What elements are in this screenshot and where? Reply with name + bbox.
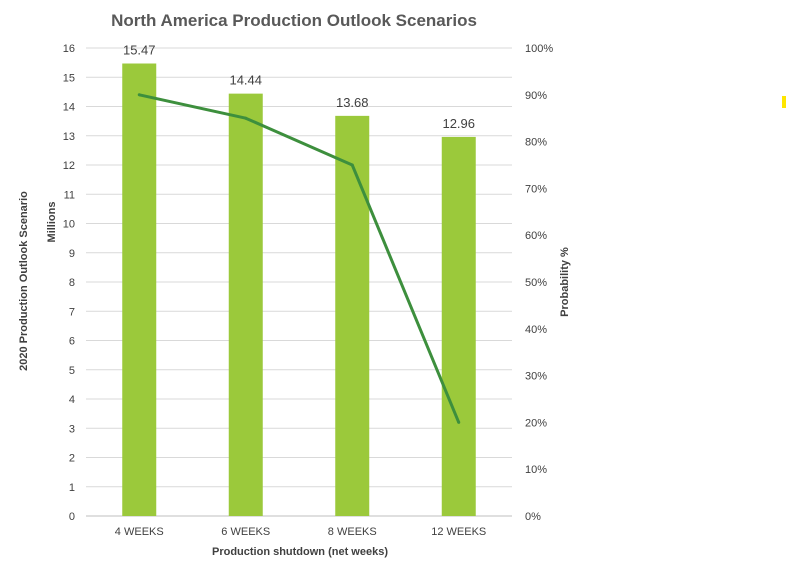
- x-axis-title: Production shutdown (net weeks): [212, 546, 388, 558]
- bar-series: [122, 63, 476, 517]
- line-series: [137, 93, 461, 424]
- y-tick-label: 12: [63, 160, 75, 172]
- y2-axis-title: Probability %: [559, 247, 571, 317]
- y-tick-label: 2: [69, 453, 75, 465]
- y2-tick-label: 90%: [525, 90, 547, 102]
- x-tick-label: 8 WEEKS: [328, 526, 377, 538]
- y-tick-label: 11: [64, 189, 75, 201]
- y-tick-label: 5: [69, 365, 75, 377]
- y-tick-label: 13: [63, 131, 75, 143]
- y2-tick-label: 60%: [525, 230, 547, 242]
- y-tick-label: 9: [69, 248, 75, 260]
- y-axis-right: 0% 10% 20% 30% 40% 50% 60% 70% 80% 90% 100%: [525, 43, 553, 523]
- x-tick-label: 4 WEEKS: [115, 526, 164, 538]
- y2-tick-label: 20%: [525, 417, 547, 429]
- y2-tick-label: 0%: [525, 511, 541, 523]
- y-tick-label: 1: [69, 482, 75, 494]
- y-tick-label: 16: [63, 43, 75, 55]
- line-point: [244, 116, 248, 120]
- y-tick-label: 7: [69, 306, 75, 318]
- y2-tick-label: 10%: [525, 464, 547, 476]
- data-labels: 15.47 14.44 13.68 12.96: [123, 43, 475, 131]
- yellow-marker: [782, 96, 786, 108]
- bar: [441, 136, 476, 517]
- x-tick-label: 12 WEEKS: [431, 526, 486, 538]
- bar-data-label: 15.47: [123, 43, 156, 58]
- bar-data-label: 14.44: [229, 73, 262, 88]
- y-tick-label: 10: [63, 219, 75, 231]
- y-tick-label: 3: [69, 423, 75, 435]
- y-tick-label: 4: [69, 394, 75, 406]
- x-tick-label: 6 WEEKS: [221, 526, 270, 538]
- bar-data-label: 12.96: [442, 116, 475, 131]
- y-tick-label: 6: [69, 336, 75, 348]
- y2-tick-label: 100%: [525, 43, 553, 55]
- y-axis-title: 2020 Production Outlook Scenario: [18, 191, 30, 371]
- y2-tick-label: 70%: [525, 183, 547, 195]
- bar-data-label: 13.68: [336, 95, 369, 110]
- gridlines: [86, 47, 512, 517]
- y2-tick-label: 50%: [525, 277, 547, 289]
- bar: [228, 93, 263, 516]
- y-tick-label: 0: [69, 511, 75, 523]
- y2-tick-label: 80%: [525, 137, 547, 149]
- line-point: [137, 93, 141, 97]
- y2-tick-label: 40%: [525, 324, 547, 336]
- y-tick-label: 8: [69, 277, 75, 289]
- bar: [335, 115, 370, 517]
- line-point: [350, 163, 354, 167]
- y-tick-label: 14: [63, 102, 75, 114]
- line-point: [457, 420, 461, 424]
- x-axis: 4 WEEKS 6 WEEKS 8 WEEKS 12 WEEKS: [115, 526, 486, 538]
- probability-line: [138, 93, 461, 423]
- y-axis-unit-label: Millions: [46, 202, 58, 243]
- chart-title: North America Production Outlook Scenari…: [111, 11, 477, 30]
- y-tick-label: 15: [63, 72, 75, 84]
- bar: [122, 63, 157, 516]
- y2-tick-label: 30%: [525, 371, 547, 383]
